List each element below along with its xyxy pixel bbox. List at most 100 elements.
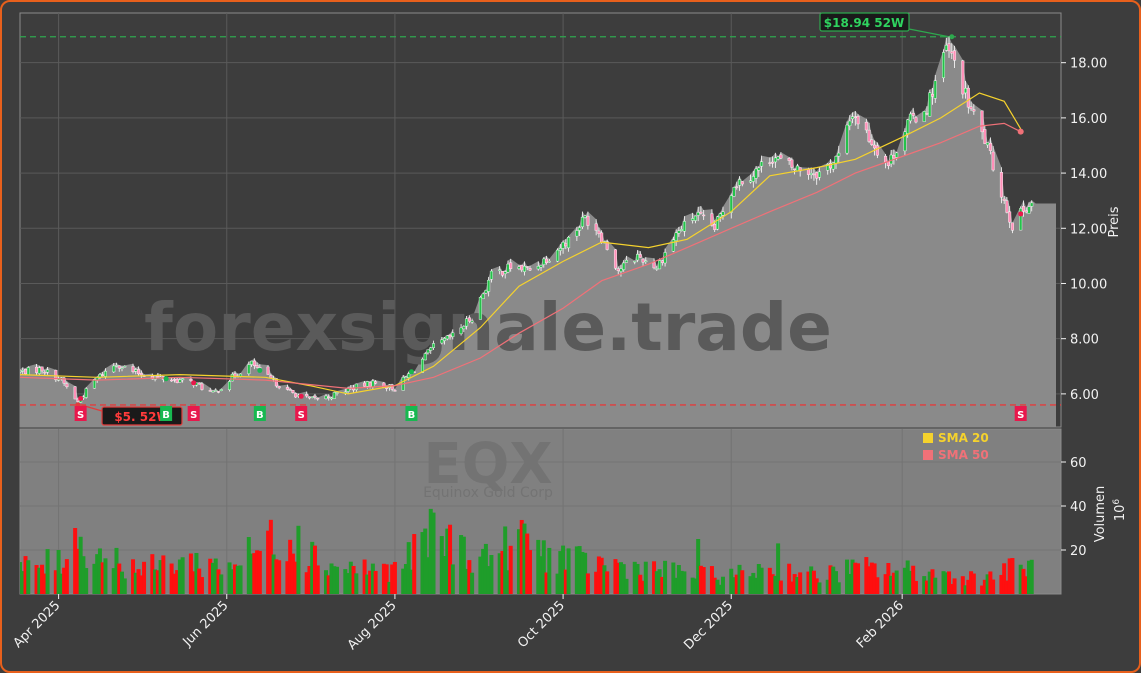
- volume-bar: [795, 577, 800, 594]
- volume-bar: [445, 528, 450, 594]
- volume-tick-label: 40: [1070, 500, 1087, 515]
- volume-bar: [558, 551, 563, 594]
- candle-body: [740, 181, 744, 185]
- volume-bar: [59, 573, 64, 594]
- candle-body: [189, 379, 193, 381]
- volume-bar: [539, 556, 544, 594]
- volume-bar: [370, 563, 375, 594]
- candle-body: [749, 180, 753, 183]
- volume-bar: [831, 566, 836, 594]
- volume-bar: [1024, 576, 1029, 594]
- volume-bar: [544, 572, 549, 594]
- price-tick-label: 12.00: [1070, 222, 1107, 237]
- volume-bar: [150, 554, 155, 594]
- candle-body: [536, 266, 540, 270]
- volume-bar: [503, 526, 508, 594]
- candle-body: [134, 369, 138, 372]
- signal-marker: [1018, 211, 1024, 217]
- candle-body: [230, 374, 234, 382]
- volume-bar: [817, 582, 822, 594]
- candle-body: [580, 217, 584, 228]
- candle-body: [517, 266, 521, 269]
- volume-bar: [315, 565, 320, 594]
- volume-bar: [599, 557, 604, 594]
- candle-body: [445, 335, 449, 340]
- volume-bar: [734, 574, 739, 594]
- candle-body: [873, 144, 877, 149]
- volume-bar: [274, 559, 279, 594]
- candle-body: [509, 262, 513, 269]
- sma-line-sma-50: [20, 122, 1021, 390]
- candle-body: [528, 268, 532, 271]
- volume-bar: [811, 570, 816, 594]
- candle-body: [467, 317, 471, 322]
- candle-body: [1019, 208, 1023, 231]
- signal-box: [1014, 406, 1027, 421]
- candle-body: [806, 168, 810, 175]
- volume-bar: [814, 578, 819, 594]
- candle-body: [374, 381, 378, 384]
- candle-body: [1008, 211, 1012, 223]
- volume-bar: [428, 508, 433, 594]
- candle-body: [288, 389, 292, 391]
- candle-body: [1021, 206, 1025, 212]
- volume-bar: [158, 560, 163, 594]
- candle-body: [771, 161, 775, 164]
- volume-axis-label: Volumen: [1093, 486, 1108, 543]
- volume-bar: [853, 562, 858, 594]
- candle-body: [291, 390, 295, 393]
- volume-bar: [483, 543, 488, 594]
- candle-body: [305, 394, 309, 397]
- candle-body: [123, 365, 127, 368]
- candle-body: [870, 139, 874, 145]
- volume-bar: [100, 562, 105, 594]
- volume-bar: [310, 541, 315, 594]
- candle-body: [558, 248, 562, 251]
- volume-bar: [335, 566, 340, 594]
- candle-body: [487, 279, 491, 292]
- candle-body: [327, 396, 331, 399]
- price-tick-label: 10.00: [1070, 277, 1107, 292]
- watermark-company: Equinox Gold Corp: [423, 485, 553, 501]
- volume-bar: [982, 579, 987, 594]
- volume-tick-label: 20: [1070, 544, 1087, 559]
- candle-body: [539, 265, 543, 268]
- volume-bar: [249, 553, 254, 594]
- volume-bar: [845, 559, 850, 594]
- volume-bar: [448, 524, 453, 594]
- candle-body: [363, 382, 367, 387]
- candle-body: [613, 249, 617, 269]
- volume-bar: [618, 562, 623, 594]
- volume-bar: [392, 561, 397, 594]
- volume-bar: [561, 545, 566, 594]
- volume-bar: [461, 536, 466, 594]
- candle-body: [864, 121, 868, 131]
- volume-bar: [1018, 564, 1023, 594]
- volume-bar: [478, 556, 483, 594]
- legend-entry: SMA 20: [938, 431, 989, 445]
- candle-body: [40, 366, 44, 372]
- volume-bar: [277, 560, 282, 594]
- volume-bar: [850, 559, 855, 594]
- volume-bar: [354, 573, 359, 594]
- volume-bar: [489, 554, 494, 594]
- volume-bar: [64, 559, 69, 594]
- date-tick-label: Aug 2025: [345, 598, 400, 653]
- candle-body: [768, 162, 772, 164]
- low-52w-label: $5. 52W: [114, 410, 169, 424]
- volume-bar: [952, 578, 957, 594]
- legend-swatch: [923, 450, 933, 460]
- candle-body: [895, 152, 899, 158]
- low-52w-arrow: [80, 404, 103, 412]
- candle-body: [277, 386, 281, 389]
- volume-bar: [864, 557, 869, 594]
- candle-body: [660, 260, 664, 263]
- volume-bar: [111, 568, 116, 594]
- volume-bar: [908, 570, 913, 594]
- candle-body: [933, 80, 937, 99]
- candle-body: [597, 230, 601, 235]
- volume-bar: [690, 577, 695, 594]
- volume-bar: [732, 577, 736, 594]
- candle-body: [274, 378, 278, 387]
- volume-bar: [806, 571, 811, 594]
